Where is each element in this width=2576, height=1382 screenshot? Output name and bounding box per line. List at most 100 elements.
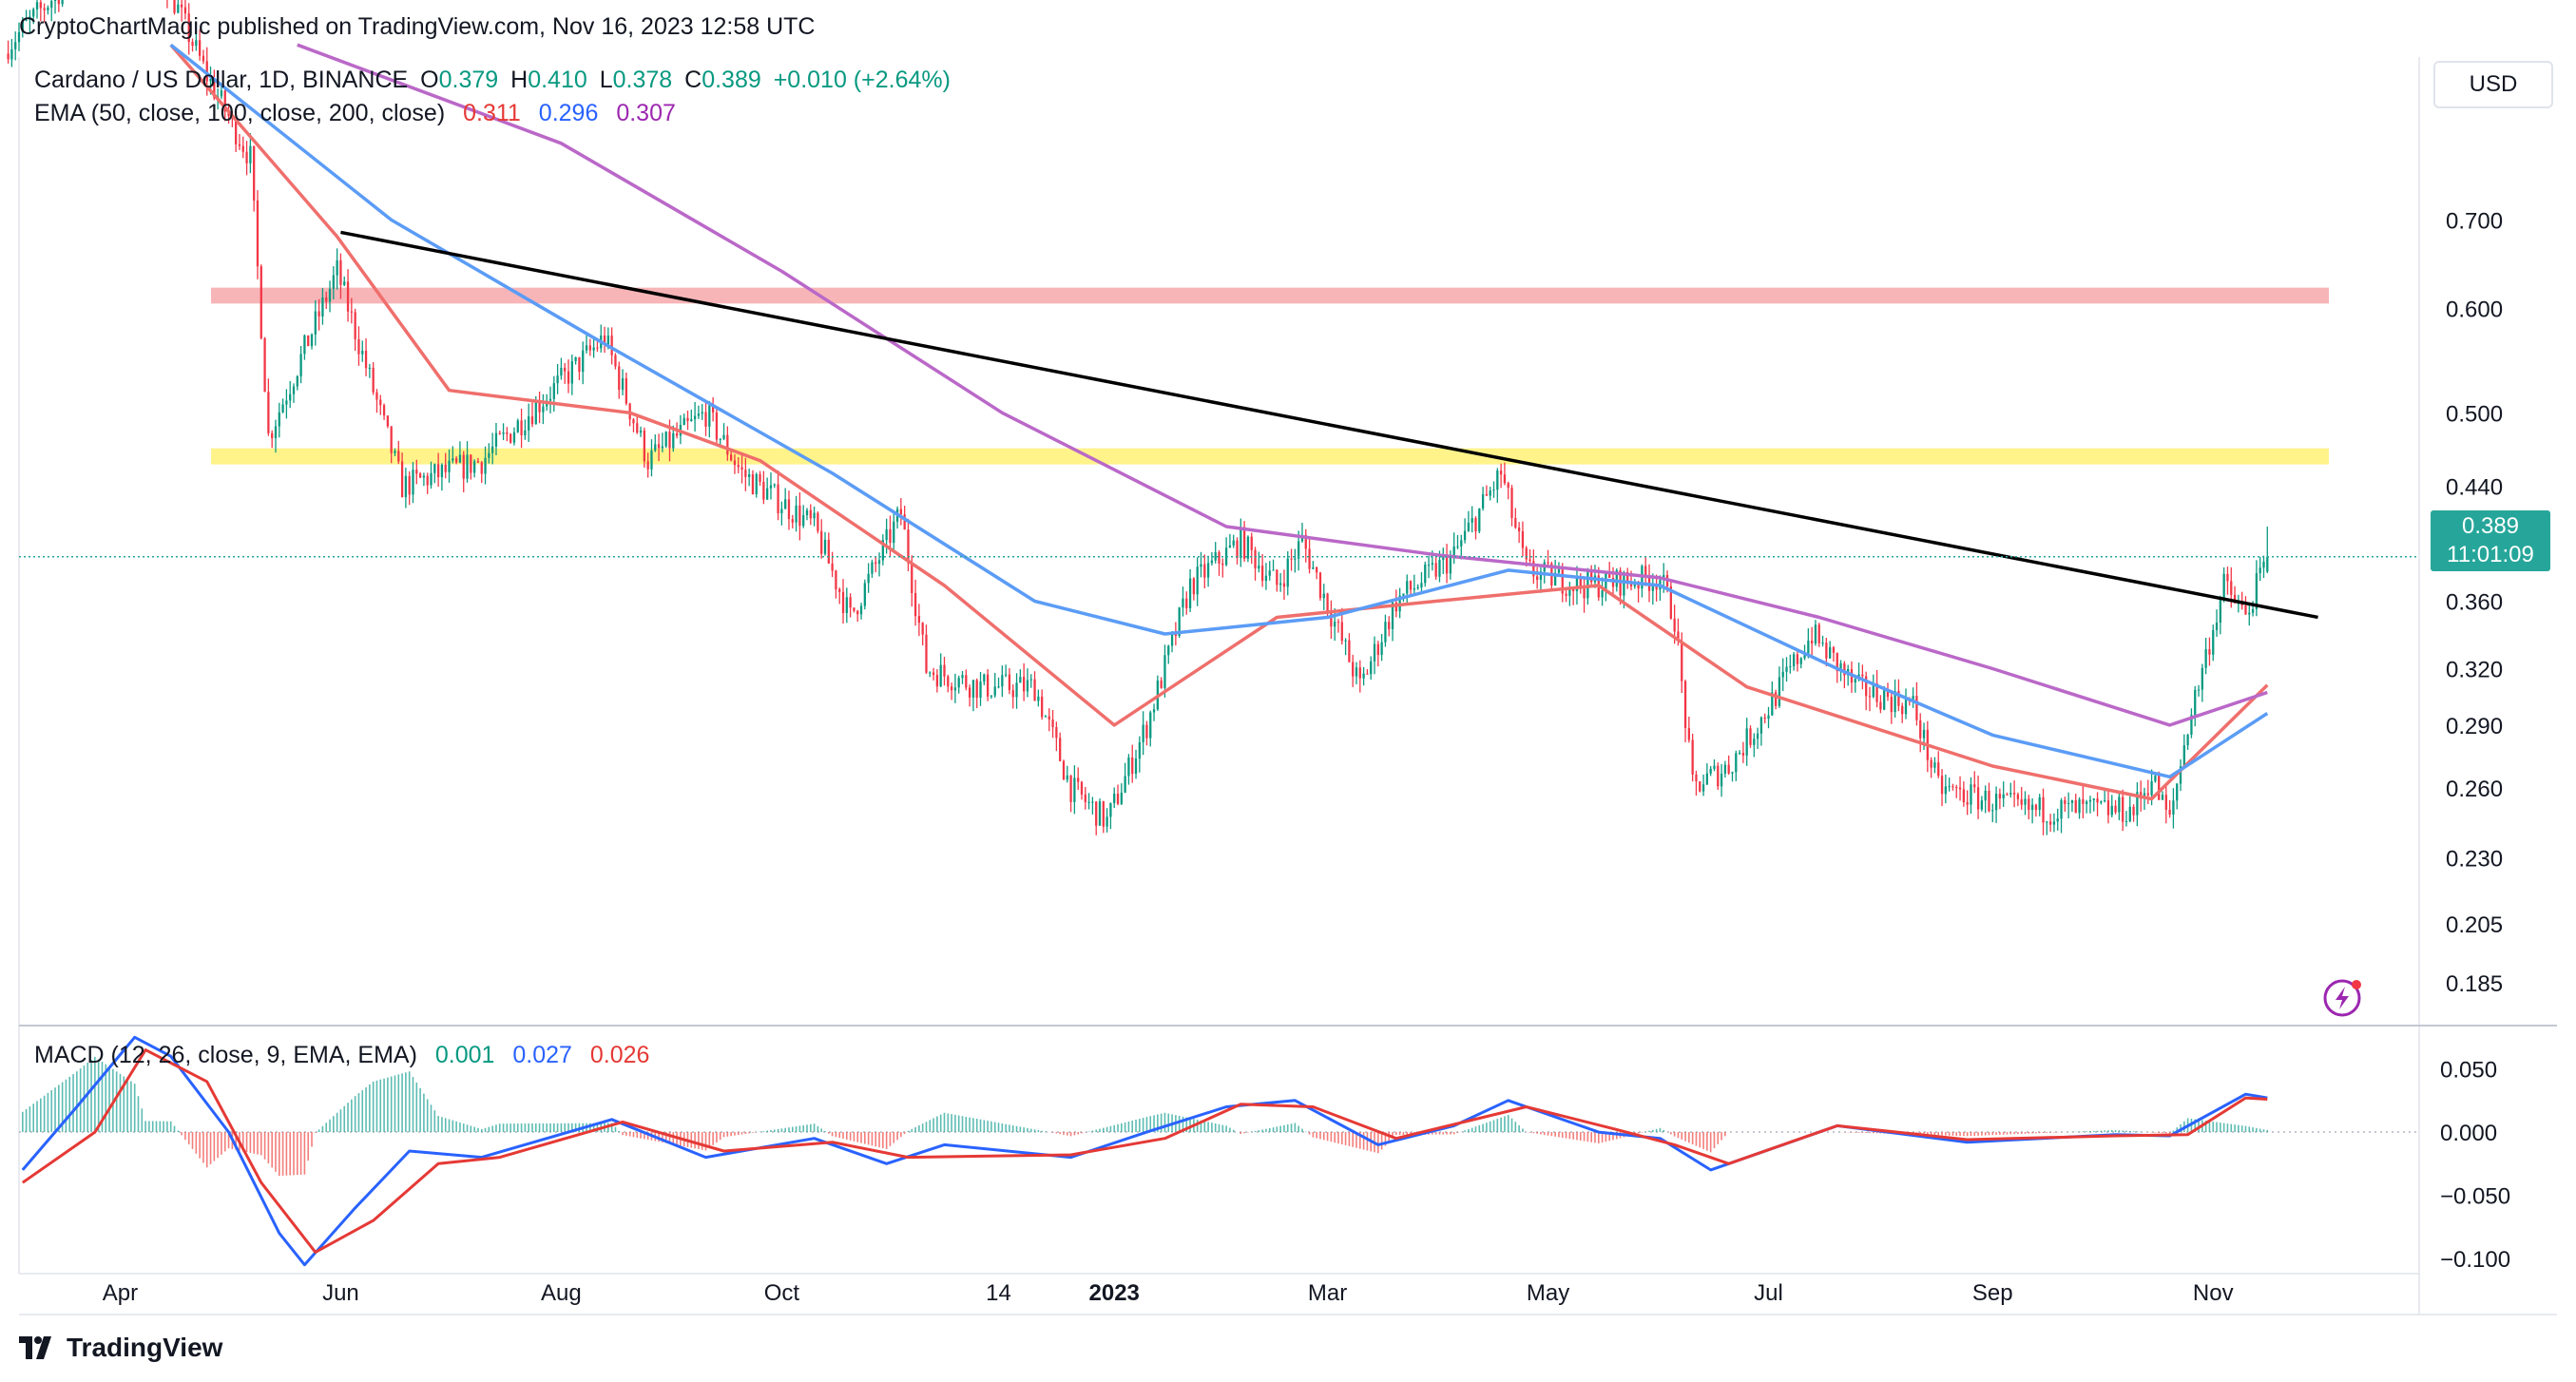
candle-body	[1011, 690, 1014, 698]
candle-body	[198, 40, 202, 56]
candle-body	[715, 412, 719, 440]
candle-body	[1763, 717, 1766, 720]
candle-body	[1568, 587, 1571, 596]
candle-body	[1984, 791, 1987, 801]
candle-body	[408, 475, 411, 495]
candle-body	[841, 591, 845, 614]
candle-body	[632, 419, 635, 424]
tradingview-logo-icon	[19, 1336, 51, 1359]
candle-body	[979, 681, 982, 698]
candle-body	[2110, 805, 2113, 816]
candle-body	[1687, 728, 1690, 740]
candle-body	[183, 7, 187, 14]
candle-body	[1839, 662, 1842, 672]
candle-body	[1590, 570, 1593, 583]
candle-body	[354, 312, 356, 339]
candle-body	[2161, 795, 2164, 800]
candle-body	[726, 434, 729, 455]
candle-body	[1087, 801, 1090, 803]
candle-body	[1409, 581, 1413, 590]
candle-body	[205, 61, 208, 82]
macd-signal-line	[21, 1048, 2268, 1254]
candle-body	[2086, 801, 2088, 804]
currency-button[interactable]: USD	[2433, 61, 2553, 108]
candle-body	[1182, 598, 1184, 608]
candle-body	[1102, 801, 1105, 827]
candle-body	[2064, 799, 2067, 804]
candle-body	[1872, 683, 1874, 698]
candle-body	[1586, 570, 1589, 599]
candle-body	[603, 335, 606, 345]
last-price-tag: 0.389 11:01:09	[2431, 510, 2550, 571]
candle-body	[281, 404, 284, 413]
symbol-name[interactable]: Cardano / US Dollar, 1D, BINANCE	[34, 67, 409, 93]
candle-body	[805, 509, 809, 516]
candle-body	[990, 695, 993, 697]
candle-body	[1811, 640, 1814, 643]
candle-body	[209, 78, 212, 82]
candle-body	[592, 347, 595, 351]
candle-body	[1145, 724, 1148, 739]
ema-label[interactable]: EMA (50, close, 100, close, 200, close)	[34, 100, 446, 126]
candle-body	[971, 680, 975, 698]
candle-body	[2006, 794, 2009, 796]
candle-body	[509, 433, 512, 443]
candle-body	[375, 392, 378, 400]
candle-body	[798, 505, 801, 527]
candle-body	[256, 200, 260, 267]
candle-body	[278, 412, 280, 427]
candle-body	[1958, 787, 1962, 790]
candle-body	[1572, 587, 1575, 592]
candle-body	[2150, 780, 2153, 796]
candle-body	[1966, 802, 1969, 805]
candle-body	[1059, 738, 1062, 761]
candle-body	[690, 419, 693, 422]
candle-body	[766, 488, 769, 500]
candle-body	[1539, 571, 1543, 581]
tradingview-brand[interactable]: TradingView	[19, 1333, 222, 1363]
macd-hist-value: 0.001	[434, 1042, 495, 1068]
candle-body	[173, 0, 176, 13]
candle-body	[733, 460, 737, 466]
candle-body	[777, 484, 779, 514]
candle-body	[849, 597, 852, 608]
candle-body	[1799, 658, 1802, 664]
candle-body	[1134, 758, 1138, 775]
candle-body	[769, 485, 773, 489]
candle-body	[939, 664, 942, 687]
publisher-line: CryptoChartMagic published on TradingVie…	[19, 13, 816, 40]
last-price-value: 0.389	[2461, 513, 2520, 539]
candle-body	[29, 16, 31, 20]
candle-body	[657, 444, 661, 449]
candle-body	[1116, 794, 1120, 804]
candle-body	[1998, 794, 2002, 799]
macd-legend: MACD (12, 26, close, 9, EMA, EMA) 0.001 …	[34, 1042, 649, 1069]
candle-body	[636, 423, 639, 433]
candle-body	[2128, 806, 2131, 821]
candle-body	[1901, 705, 1904, 715]
lightning-icon[interactable]	[2322, 976, 2364, 1018]
candle-body	[241, 145, 244, 152]
candle-body	[2244, 605, 2247, 615]
candle-body	[191, 42, 194, 47]
candle-body	[682, 417, 685, 425]
candle-body	[552, 383, 555, 399]
candle-body	[1214, 552, 1217, 561]
macd-label[interactable]: MACD (12, 26, close, 9, EMA, EMA)	[34, 1042, 417, 1068]
candle-body	[1434, 563, 1437, 577]
candle-body	[538, 402, 541, 413]
candle-body	[1236, 540, 1239, 558]
candle-body	[292, 386, 296, 394]
candle-body	[1738, 753, 1741, 755]
candle-body	[1413, 588, 1415, 590]
candle-body	[564, 367, 567, 372]
candle-body	[1254, 549, 1257, 569]
candle-body	[2146, 793, 2149, 796]
macd-signal-value: 0.026	[589, 1042, 650, 1068]
candle-body	[1723, 764, 1727, 774]
candle-body	[2251, 608, 2255, 613]
candle-body	[1883, 690, 1886, 710]
time-tick-label: 2023	[1089, 1280, 1140, 1306]
candle-body	[556, 375, 559, 384]
